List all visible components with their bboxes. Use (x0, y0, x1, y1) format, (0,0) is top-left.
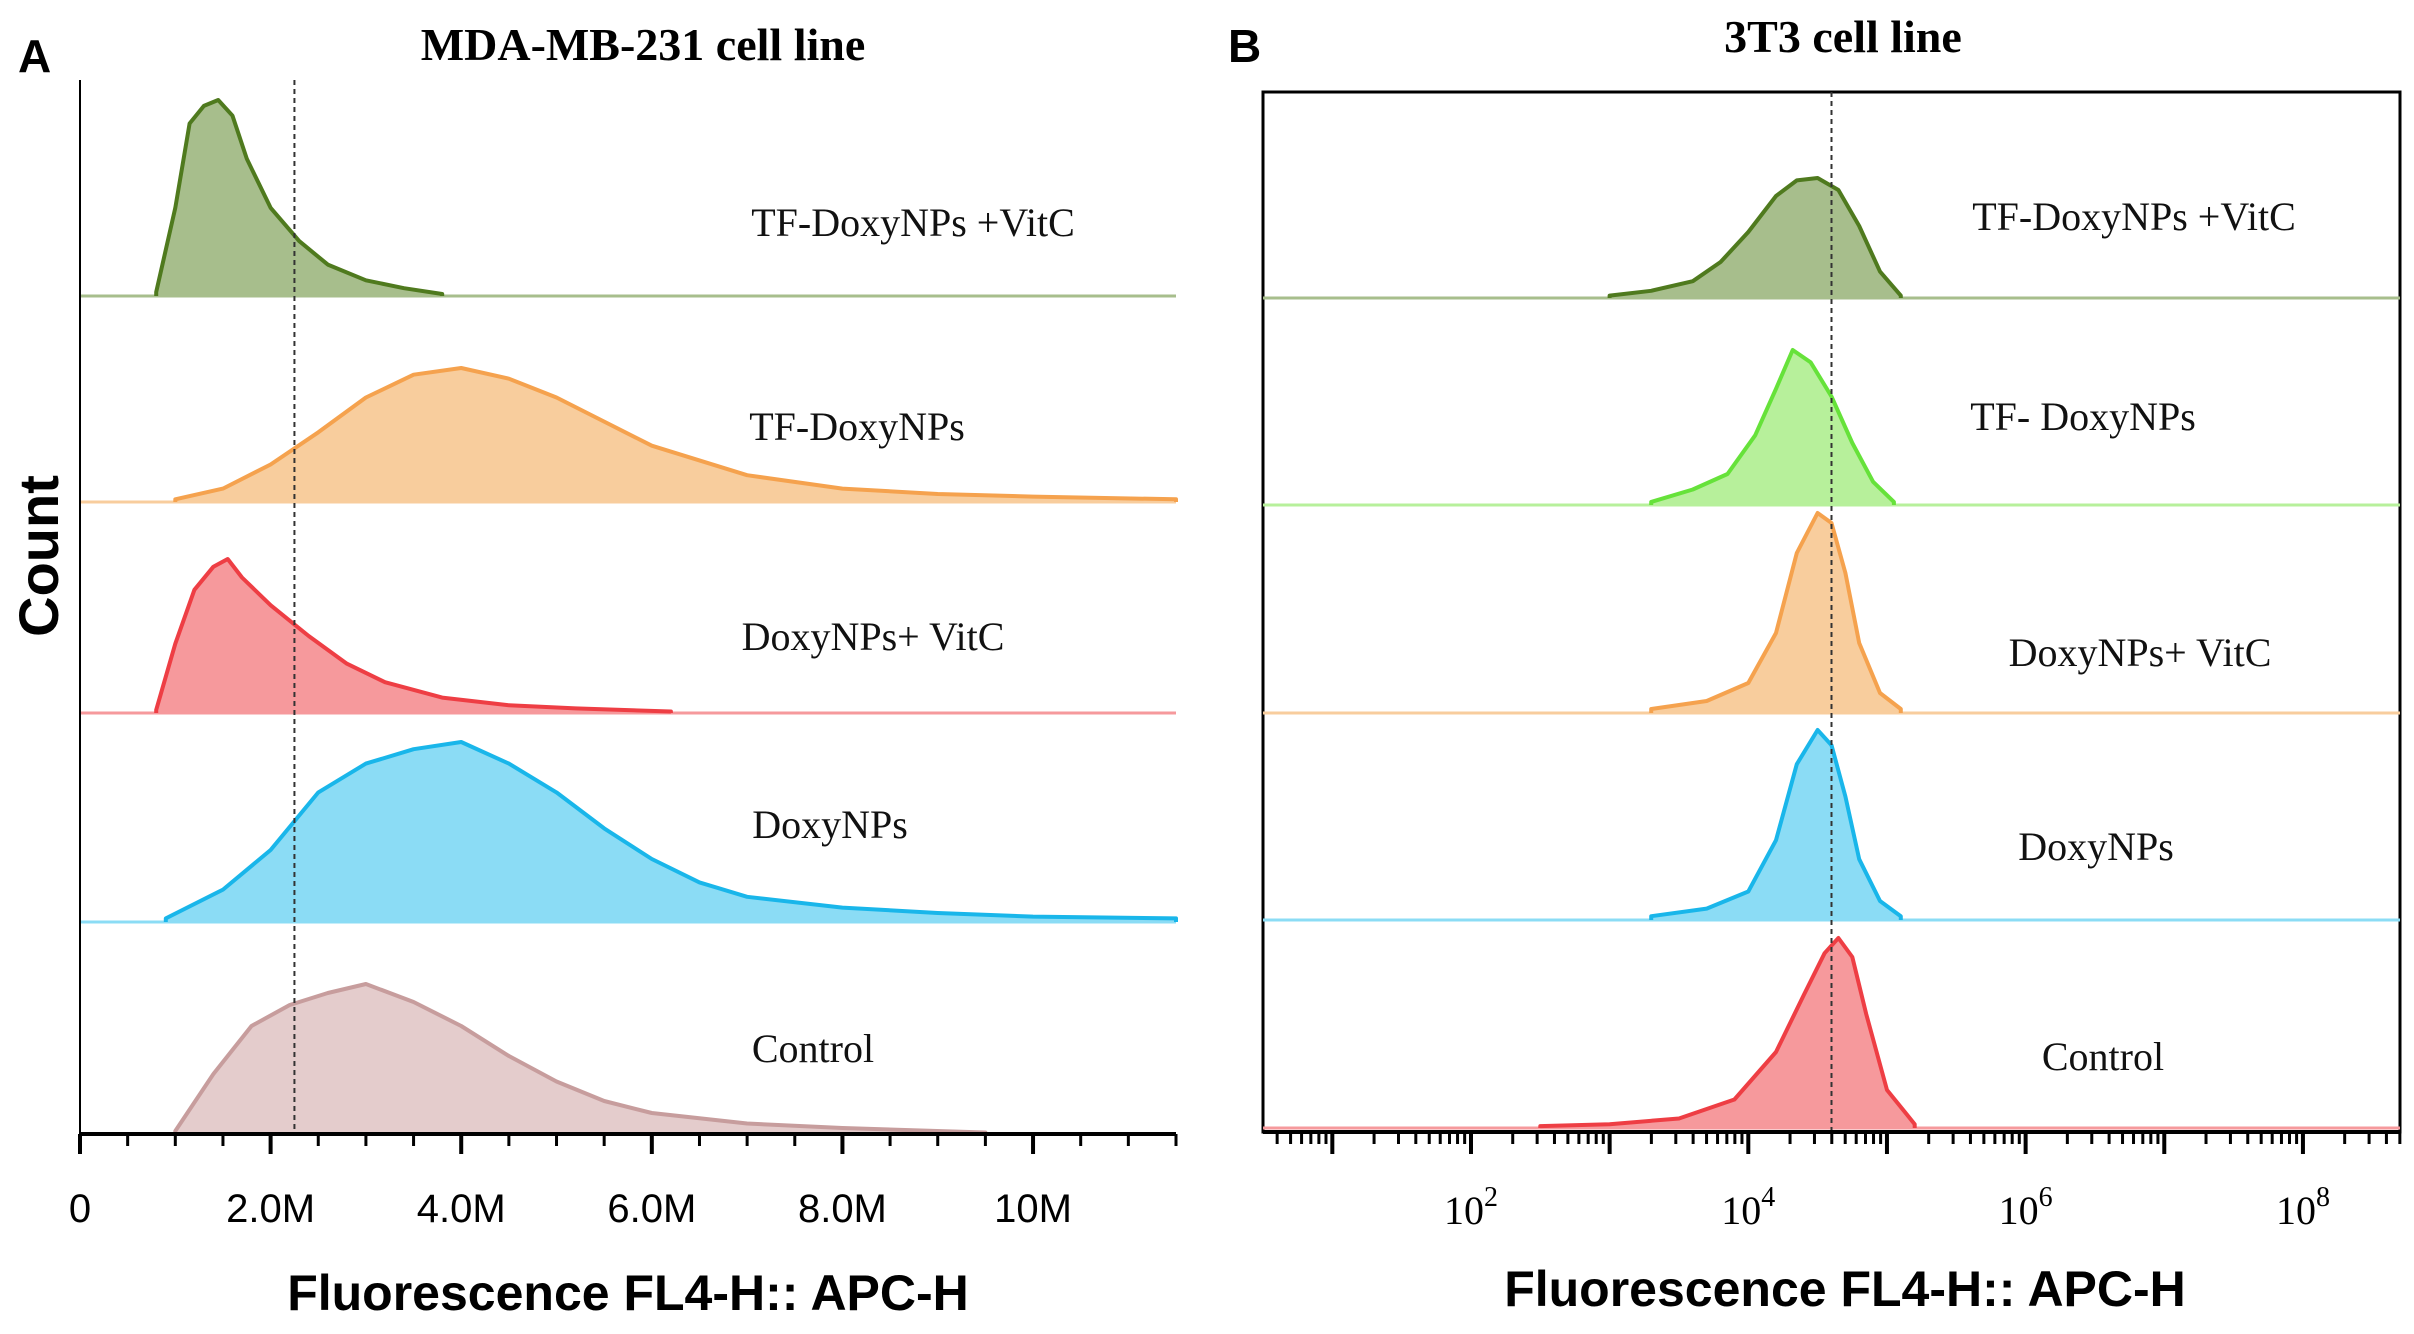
panel-b-letter: B (1228, 20, 1261, 72)
series-label-doxynps-vitc: DoxyNPs+ VitC (742, 614, 1005, 659)
series-label-doxynps-vitc: DoxyNPs+ VitC (2009, 630, 2272, 675)
histogram-fill-control (175, 984, 986, 1134)
series-label-control: Control (752, 1026, 874, 1071)
histogram-line-tf-doxynps (1649, 348, 1896, 505)
histogram-fill-control (1540, 938, 1915, 1128)
panel-a-tick-label: 0 (69, 1187, 91, 1231)
series-label-tf-doxynps-vitc: TF-DoxyNPs +VitC (751, 200, 1075, 245)
panel-a-tick-label: 8.0M (798, 1187, 887, 1231)
panel-b-tick-label: 108 (2276, 1182, 2330, 1233)
panel-a-y-axis-label: Count (7, 475, 70, 637)
histogram-fill-doxynps (1651, 730, 1901, 920)
series-label-tf-doxynps: TF- DoxyNPs (1970, 394, 2196, 439)
histogram-line-tf-doxynps-vitc (154, 98, 445, 296)
histogram-fill-doxynps (165, 742, 1177, 922)
panel-a-title: MDA-MB-231 cell line (421, 19, 866, 70)
series-label-tf-doxynps-vitc: TF-DoxyNPs +VitC (1972, 194, 2296, 239)
panel-b-tick-label: 104 (1721, 1182, 1775, 1233)
histogram-line-doxynps (1649, 728, 1903, 920)
panel-b-title: 3T3 cell line (1724, 11, 1962, 62)
panel-b-plot-area: TF-DoxyNPs +VitC TF- DoxyNPs DoxyNPs+ VitC… (1263, 92, 2400, 1132)
series-label-doxynps: DoxyNPs (752, 802, 908, 847)
histogram-line-doxynps-vitc (1649, 511, 1903, 713)
panel-b-tick-label: 102 (1444, 1182, 1498, 1233)
panel-b-x-axis-label: Fluorescence FL4-H:: APC-H (1504, 1261, 2186, 1317)
panel-a: A MDA-MB-231 cell line Count TF-DoxyNPs … (7, 19, 1178, 1321)
panel-a-tick-label: 6.0M (607, 1187, 696, 1231)
histogram-fill-tf-doxynps (1651, 350, 1894, 505)
panel-a-x-axis-label: Fluorescence FL4-H:: APC-H (287, 1265, 969, 1321)
panel-a-plot-area: TF-DoxyNPs +VitC TF-DoxyNPs DoxyNPs+ VitC D… (80, 80, 1178, 1136)
histogram-fill-tf-doxynps (175, 368, 1177, 502)
panel-a-tick-label: 10M (994, 1187, 1072, 1231)
histogram-fill-tf-doxynps-vitc (156, 100, 443, 296)
panel-a-letter: A (18, 30, 51, 82)
panel-b: B 3T3 cell line TF-DoxyNPs +VitC TF- Doxy… (1228, 11, 2402, 1317)
histogram-fill-doxynps-vitc (156, 559, 671, 713)
panel-a-x-ticks: 0 2.0M 4.0M 6.0M 8.0M 10M (69, 1134, 1178, 1231)
panel-a-tick-label: 2.0M (226, 1187, 315, 1231)
series-label-control: Control (2042, 1034, 2164, 1079)
series-label-doxynps: DoxyNPs (2018, 824, 2174, 869)
series-label-tf-doxynps: TF-DoxyNPs (749, 404, 965, 449)
histogram-line-doxynps (163, 740, 1178, 922)
histogram-line-tf-doxynps (173, 366, 1178, 502)
histogram-line-control (173, 982, 988, 1135)
histogram-line-control (1538, 936, 1917, 1129)
histogram-fill-tf-doxynps-vitc (1609, 178, 1901, 298)
panel-a-tick-label: 4.0M (417, 1187, 506, 1231)
panel-b-tick-label: 106 (1999, 1182, 2053, 1233)
histogram-fill-doxynps-vitc (1651, 513, 1901, 713)
histogram-line-tf-doxynps-vitc (1607, 176, 1903, 298)
panel-b-x-ticks: 102 104 106 108 (1275, 1132, 2402, 1233)
histogram-line-doxynps-vitc (154, 557, 673, 714)
